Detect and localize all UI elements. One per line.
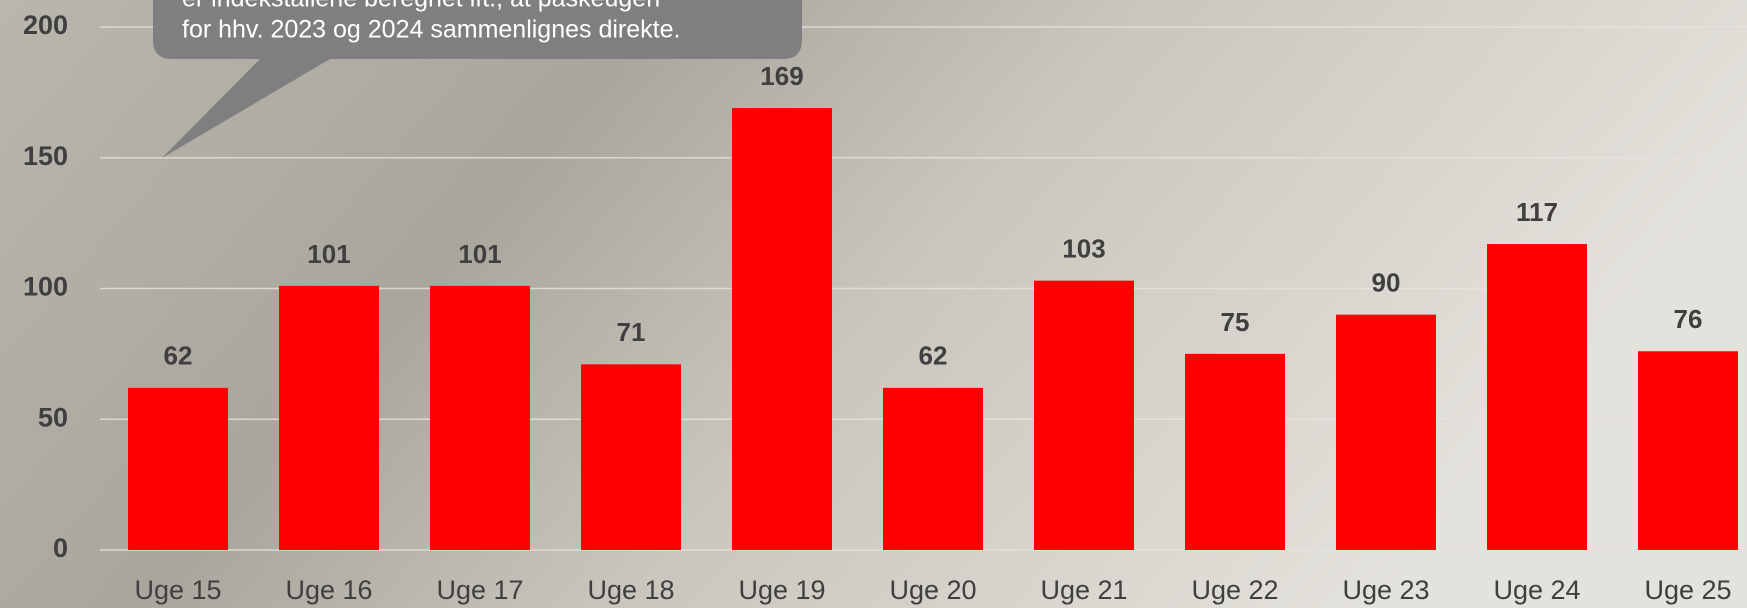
callout-text: for hhv. 2023 og 2024 sammenlignes direk… [182, 16, 680, 44]
x-tick-label: Uge 21 [1040, 575, 1127, 605]
y-tick-label: 100 [23, 272, 68, 302]
x-tick-label: Uge 25 [1644, 575, 1731, 605]
bar [1638, 351, 1738, 550]
bar [1336, 314, 1436, 550]
value-label: 75 [1221, 307, 1250, 337]
bar [883, 387, 983, 550]
x-tick-label: Uge 22 [1191, 575, 1278, 605]
value-label: 71 [617, 317, 646, 347]
callout-bubble [153, 0, 802, 158]
x-tick-label: Uge 16 [285, 575, 372, 605]
bar [732, 108, 832, 550]
value-label: 101 [458, 239, 501, 269]
value-label: 62 [164, 341, 193, 371]
y-tick-label: 50 [38, 402, 68, 432]
x-tick-label: Uge 15 [134, 575, 221, 605]
bar [1034, 280, 1134, 550]
y-tick-label: 200 [23, 10, 68, 40]
bar [1185, 353, 1285, 550]
value-label: 62 [919, 341, 948, 371]
x-tick-label: Uge 17 [436, 575, 523, 605]
value-label: 169 [760, 61, 803, 91]
value-label: 117 [1516, 197, 1558, 227]
callout-text: er indekstallene beregnet ift., at påske… [182, 0, 660, 13]
x-tick-label: Uge 24 [1493, 575, 1580, 605]
value-label: 103 [1062, 234, 1105, 264]
bar [279, 285, 379, 550]
bar [581, 364, 681, 550]
value-label: 76 [1674, 304, 1703, 334]
x-tick-label: Uge 19 [738, 575, 825, 605]
y-tick-label: 150 [23, 141, 68, 171]
value-label: 101 [307, 239, 350, 269]
x-tick-label: Uge 18 [587, 575, 674, 605]
x-tick-label: Uge 20 [889, 575, 976, 605]
value-label: 90 [1372, 268, 1401, 298]
y-tick-label: 0 [53, 533, 68, 563]
bar [128, 387, 228, 550]
bar [1487, 244, 1587, 551]
x-tick-label: Uge 23 [1342, 575, 1429, 605]
bar [430, 285, 530, 550]
callout: er indekstallene beregnet ift., at påske… [153, 0, 802, 158]
